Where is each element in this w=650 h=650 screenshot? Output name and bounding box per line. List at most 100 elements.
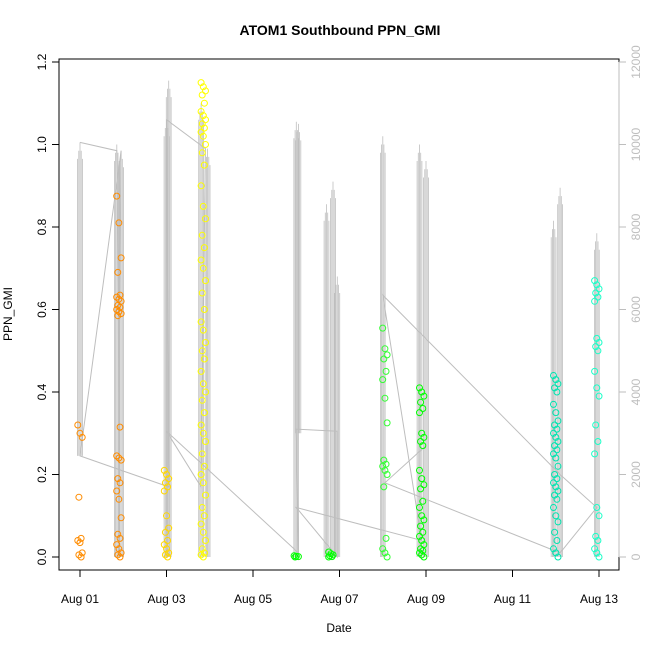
data-point — [551, 528, 559, 536]
data-point — [163, 471, 170, 478]
data-point — [164, 553, 172, 561]
secondary-y-tick-label: 4000 — [629, 378, 643, 405]
x-axis: Aug 01 Aug 03 Aug 05 Aug 07 Aug 09 Aug 11 Aug … — [61, 569, 618, 606]
data-point — [113, 192, 121, 200]
data-point — [550, 450, 557, 458]
data-point — [593, 334, 601, 342]
data-point — [553, 537, 561, 544]
data-point — [198, 504, 206, 511]
data-point — [594, 438, 602, 445]
data-point — [325, 553, 333, 561]
data-point — [416, 466, 423, 474]
data-point — [553, 388, 561, 396]
y-axis-label: PPN_GMI — [1, 287, 15, 341]
data-point — [76, 429, 84, 437]
data-point — [115, 219, 123, 227]
x-tick-label: Aug 09 — [407, 592, 445, 606]
data-point — [379, 324, 387, 332]
data-point — [381, 394, 389, 402]
y-tick-label: 0.2 — [35, 466, 49, 483]
data-point — [595, 392, 603, 400]
data-point — [593, 281, 601, 289]
data-point — [591, 545, 599, 553]
data-point — [382, 534, 390, 542]
data-point — [416, 549, 423, 557]
data-point — [418, 551, 426, 559]
data-point — [552, 454, 560, 462]
data-point — [329, 551, 337, 559]
data-point — [379, 545, 387, 553]
data-point — [550, 504, 557, 511]
data-point — [550, 479, 557, 487]
data-point — [416, 504, 423, 511]
y-tick-label: 0.8 — [35, 218, 49, 235]
data-point — [592, 421, 600, 429]
data-point — [291, 553, 299, 561]
data-point — [197, 318, 205, 326]
data-point — [591, 367, 599, 375]
data-point — [78, 433, 86, 441]
data-point — [202, 215, 209, 223]
secondary-y-tick-label: 2000 — [629, 461, 643, 488]
data-point — [554, 487, 562, 495]
data-point — [115, 454, 123, 462]
data-point — [116, 423, 124, 431]
data-point — [202, 141, 209, 148]
data-point — [161, 479, 169, 487]
data-point — [416, 384, 423, 392]
data-point — [198, 347, 206, 355]
data-point — [198, 396, 206, 404]
data-point — [199, 528, 207, 536]
data-point — [197, 182, 205, 190]
data-point — [160, 541, 168, 549]
secondary-y-axis: 0 2000 4000 6000 8000 10000 12000 — [618, 45, 643, 560]
data-point — [554, 380, 562, 388]
data-point — [552, 409, 560, 417]
data-point — [202, 388, 209, 396]
data-point — [199, 429, 207, 437]
data-point — [199, 112, 207, 120]
data-point — [161, 528, 169, 536]
data-point — [199, 202, 207, 210]
data-point — [199, 326, 207, 334]
data-point — [115, 308, 123, 316]
x-tick-label: Aug 07 — [320, 592, 358, 606]
data-point — [380, 355, 388, 363]
data-point — [593, 384, 601, 392]
data-point — [417, 485, 425, 493]
points-layer — [74, 79, 603, 561]
data-point — [382, 367, 390, 375]
data-point — [551, 421, 559, 429]
data-point — [200, 306, 208, 313]
data-point — [202, 277, 209, 285]
data-point — [591, 450, 599, 458]
data-point — [594, 293, 602, 301]
data-point — [197, 79, 205, 87]
data-point — [197, 421, 205, 429]
data-point — [591, 297, 599, 305]
data-point — [199, 479, 207, 487]
data-point — [202, 116, 209, 124]
data-point — [554, 438, 562, 445]
data-point — [553, 446, 561, 454]
data-point — [418, 429, 426, 437]
data-point — [117, 254, 125, 262]
data-point — [197, 551, 205, 559]
data-point — [77, 553, 85, 561]
data-point — [328, 553, 336, 561]
x-axis-label: Date — [326, 621, 352, 635]
data-point — [161, 551, 169, 559]
data-point — [595, 553, 603, 561]
y-tick-label: 0.0 — [35, 548, 49, 565]
chart-title: ATOM1 Southbound PPN_GMI — [240, 22, 441, 38]
data-point — [114, 530, 122, 538]
data-point — [553, 495, 561, 503]
data-point — [419, 497, 427, 505]
data-point — [418, 537, 426, 544]
data-point — [383, 471, 391, 478]
data-point — [383, 553, 391, 561]
data-point — [117, 456, 125, 464]
data-point — [74, 421, 82, 429]
data-point — [381, 345, 389, 353]
